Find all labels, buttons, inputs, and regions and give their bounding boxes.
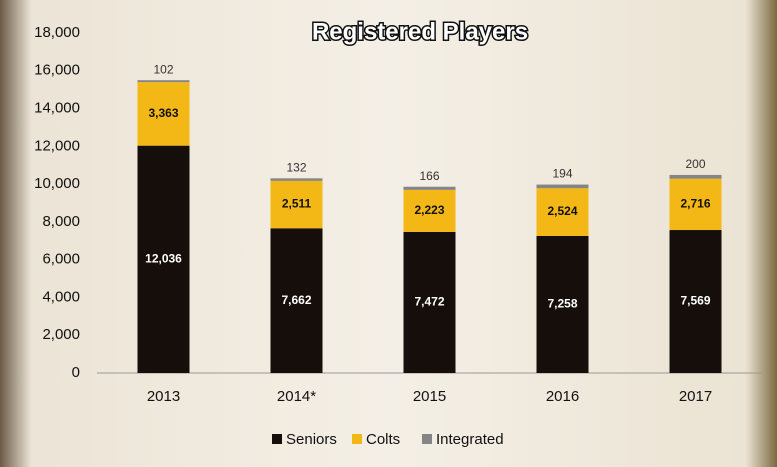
- y-tick-label: 6,000: [42, 251, 80, 268]
- bar-segment: [137, 80, 190, 83]
- bar-segment: [536, 184, 589, 189]
- y-tick-label: 4,000: [42, 288, 80, 305]
- value-label: 7,569: [680, 294, 710, 308]
- bar-segment: [270, 178, 323, 181]
- value-label: 132: [286, 161, 306, 175]
- bar-segment: [403, 231, 456, 373]
- value-label: 2,716: [680, 197, 710, 211]
- bar-segment: [270, 180, 323, 229]
- y-tick-label: 10,000: [34, 175, 80, 192]
- legend-swatch: [422, 434, 432, 444]
- value-label: 7,258: [547, 297, 577, 311]
- bar-segment: [669, 174, 722, 179]
- chart-title: Registered Players: [312, 18, 528, 45]
- y-tick-label: 8,000: [42, 213, 80, 230]
- y-tick-label: 2,000: [42, 326, 80, 343]
- legend-swatch: [272, 434, 282, 444]
- legend-label: Seniors: [286, 431, 337, 448]
- value-label: 2,511: [282, 197, 312, 211]
- value-label: 194: [552, 167, 572, 181]
- y-tick-label: 16,000: [34, 62, 80, 79]
- y-tick-label: 12,000: [34, 137, 80, 154]
- legend-label: Integrated: [436, 431, 504, 448]
- bar-segment: [669, 178, 722, 231]
- x-tick-label: 2017: [679, 388, 712, 405]
- x-tick-label: 2015: [413, 388, 446, 405]
- y-tick-label: 18,000: [34, 24, 80, 41]
- bar-segment: [536, 188, 589, 236]
- bar-segment: [137, 82, 190, 146]
- bar-segment: [669, 230, 722, 373]
- y-tick-label: 0: [72, 364, 80, 381]
- value-label: 2,524: [547, 204, 577, 218]
- value-label: 102: [153, 62, 173, 76]
- legend-label: Colts: [366, 431, 400, 448]
- value-label: 12,036: [145, 251, 182, 265]
- value-label: 2,223: [414, 203, 444, 217]
- value-label: 3,363: [148, 106, 178, 120]
- bar-segment: [137, 145, 190, 373]
- legend-swatch: [352, 434, 362, 444]
- value-label: 7,472: [414, 295, 444, 309]
- x-tick-label: 2016: [546, 388, 579, 405]
- y-tick-label: 14,000: [34, 100, 80, 117]
- bar-segment: [536, 235, 589, 373]
- value-label: 200: [685, 157, 705, 171]
- bar-segment: [403, 186, 456, 190]
- bar-segment: [270, 228, 323, 373]
- value-label: 166: [419, 169, 439, 183]
- value-label: 7,662: [281, 293, 311, 307]
- x-tick-label: 2013: [147, 388, 180, 405]
- bar-segment: [403, 189, 456, 232]
- x-tick-label: 2014*: [277, 388, 316, 405]
